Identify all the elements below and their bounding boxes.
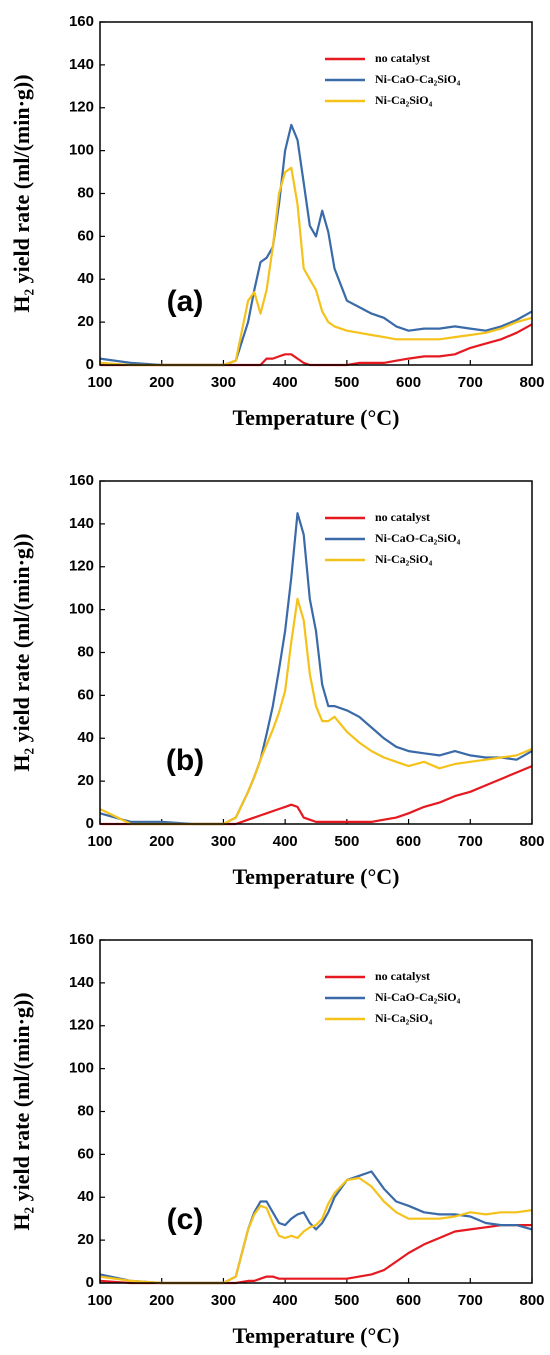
x-axis-title: Temperature (°C) xyxy=(232,864,399,889)
x-tick-label: 100 xyxy=(87,1292,112,1309)
series-line xyxy=(99,1176,533,1285)
y-tick-label: 140 xyxy=(69,515,94,532)
x-tick-label: 700 xyxy=(458,374,483,391)
x-tick-label: 300 xyxy=(211,374,236,391)
legend-label: Ni-Ca₂SiO₄ xyxy=(375,1011,433,1025)
y-tick-label: 100 xyxy=(69,601,94,618)
y-tick-label: 100 xyxy=(69,1060,94,1077)
x-tick-label: 200 xyxy=(149,1292,174,1309)
y-tick-label: 140 xyxy=(69,974,94,991)
y-tick-label: 60 xyxy=(77,227,94,244)
x-tick-label: 100 xyxy=(87,833,112,850)
legend-label: no catalyst xyxy=(375,969,430,983)
y-tick-label: 20 xyxy=(77,313,94,330)
plot-frame xyxy=(99,939,533,1284)
x-tick-label: 800 xyxy=(519,833,544,850)
x-tick-label: 400 xyxy=(273,1292,298,1309)
x-tick-label: 800 xyxy=(519,374,544,391)
x-tick-label: 800 xyxy=(519,1292,544,1309)
y-tick-label: 140 xyxy=(69,56,94,73)
panel-label: (c) xyxy=(167,1203,204,1236)
panel-label: (b) xyxy=(166,744,204,777)
y-tick-label: 40 xyxy=(77,1188,94,1205)
y-axis-title: H₂ yield rate (ml/(min·g)) xyxy=(9,533,34,771)
legend-label: no catalyst xyxy=(375,51,430,65)
x-tick-label: 200 xyxy=(149,374,174,391)
series-line xyxy=(100,323,533,367)
x-tick-label: 200 xyxy=(149,833,174,850)
legend-label: Ni-Ca₂SiO₄ xyxy=(375,552,433,566)
y-tick-label: 120 xyxy=(69,1017,94,1034)
x-tick-label: 700 xyxy=(458,1292,483,1309)
y-tick-label: 160 xyxy=(69,13,94,30)
y-axis-title: H₂ yield rate (ml/(min·g)) xyxy=(9,74,34,312)
y-tick-label: 20 xyxy=(77,772,94,789)
y-tick-label: 80 xyxy=(77,184,94,201)
y-tick-label: 160 xyxy=(69,931,94,948)
x-axis-title: Temperature (°C) xyxy=(232,1323,399,1348)
series-line xyxy=(99,1224,532,1285)
y-tick-label: 20 xyxy=(77,1231,94,1248)
plot-frame xyxy=(99,21,533,366)
x-tick-label: 300 xyxy=(211,1292,236,1309)
legend-label: Ni-Ca₂SiO₄ xyxy=(375,93,433,107)
y-tick-label: 0 xyxy=(86,356,94,373)
y-tick-label: 60 xyxy=(77,1145,94,1162)
series-line xyxy=(100,765,533,826)
legend-label: no catalyst xyxy=(375,510,430,524)
x-tick-label: 400 xyxy=(273,374,298,391)
y-tick-label: 100 xyxy=(69,142,94,159)
y-tick-label: 0 xyxy=(86,815,94,832)
y-tick-label: 120 xyxy=(69,99,94,116)
y-tick-label: 40 xyxy=(77,270,94,287)
series-line xyxy=(99,512,533,826)
x-tick-label: 100 xyxy=(87,374,112,391)
y-tick-label: 40 xyxy=(77,729,94,746)
series-line xyxy=(99,597,533,826)
x-tick-label: 600 xyxy=(396,374,421,391)
series-line xyxy=(99,166,533,367)
x-axis-title: Temperature (°C) xyxy=(232,405,399,430)
y-tick-label: 60 xyxy=(77,686,94,703)
legend-label: Ni-CaO-Ca₂SiO₄ xyxy=(375,72,461,86)
series-line xyxy=(99,1170,533,1285)
x-tick-label: 300 xyxy=(211,833,236,850)
y-tick-label: 120 xyxy=(69,558,94,575)
x-tick-label: 700 xyxy=(458,833,483,850)
legend-label: Ni-CaO-Ca₂SiO₄ xyxy=(375,990,461,1004)
y-tick-label: 80 xyxy=(77,643,94,660)
series-line xyxy=(99,123,533,367)
x-tick-label: 500 xyxy=(334,833,359,850)
x-tick-label: 500 xyxy=(334,374,359,391)
x-tick-label: 400 xyxy=(273,833,298,850)
x-tick-label: 600 xyxy=(396,833,421,850)
panel-label: (a) xyxy=(167,285,204,318)
y-tick-label: 160 xyxy=(69,472,94,489)
y-tick-label: 0 xyxy=(86,1274,94,1291)
x-tick-label: 600 xyxy=(396,1292,421,1309)
x-tick-label: 500 xyxy=(334,1292,359,1309)
y-tick-label: 80 xyxy=(77,1102,94,1119)
plot-frame xyxy=(99,480,533,825)
legend-label: Ni-CaO-Ca₂SiO₄ xyxy=(375,531,461,545)
y-axis-title: H₂ yield rate (ml/(min·g)) xyxy=(9,992,34,1230)
